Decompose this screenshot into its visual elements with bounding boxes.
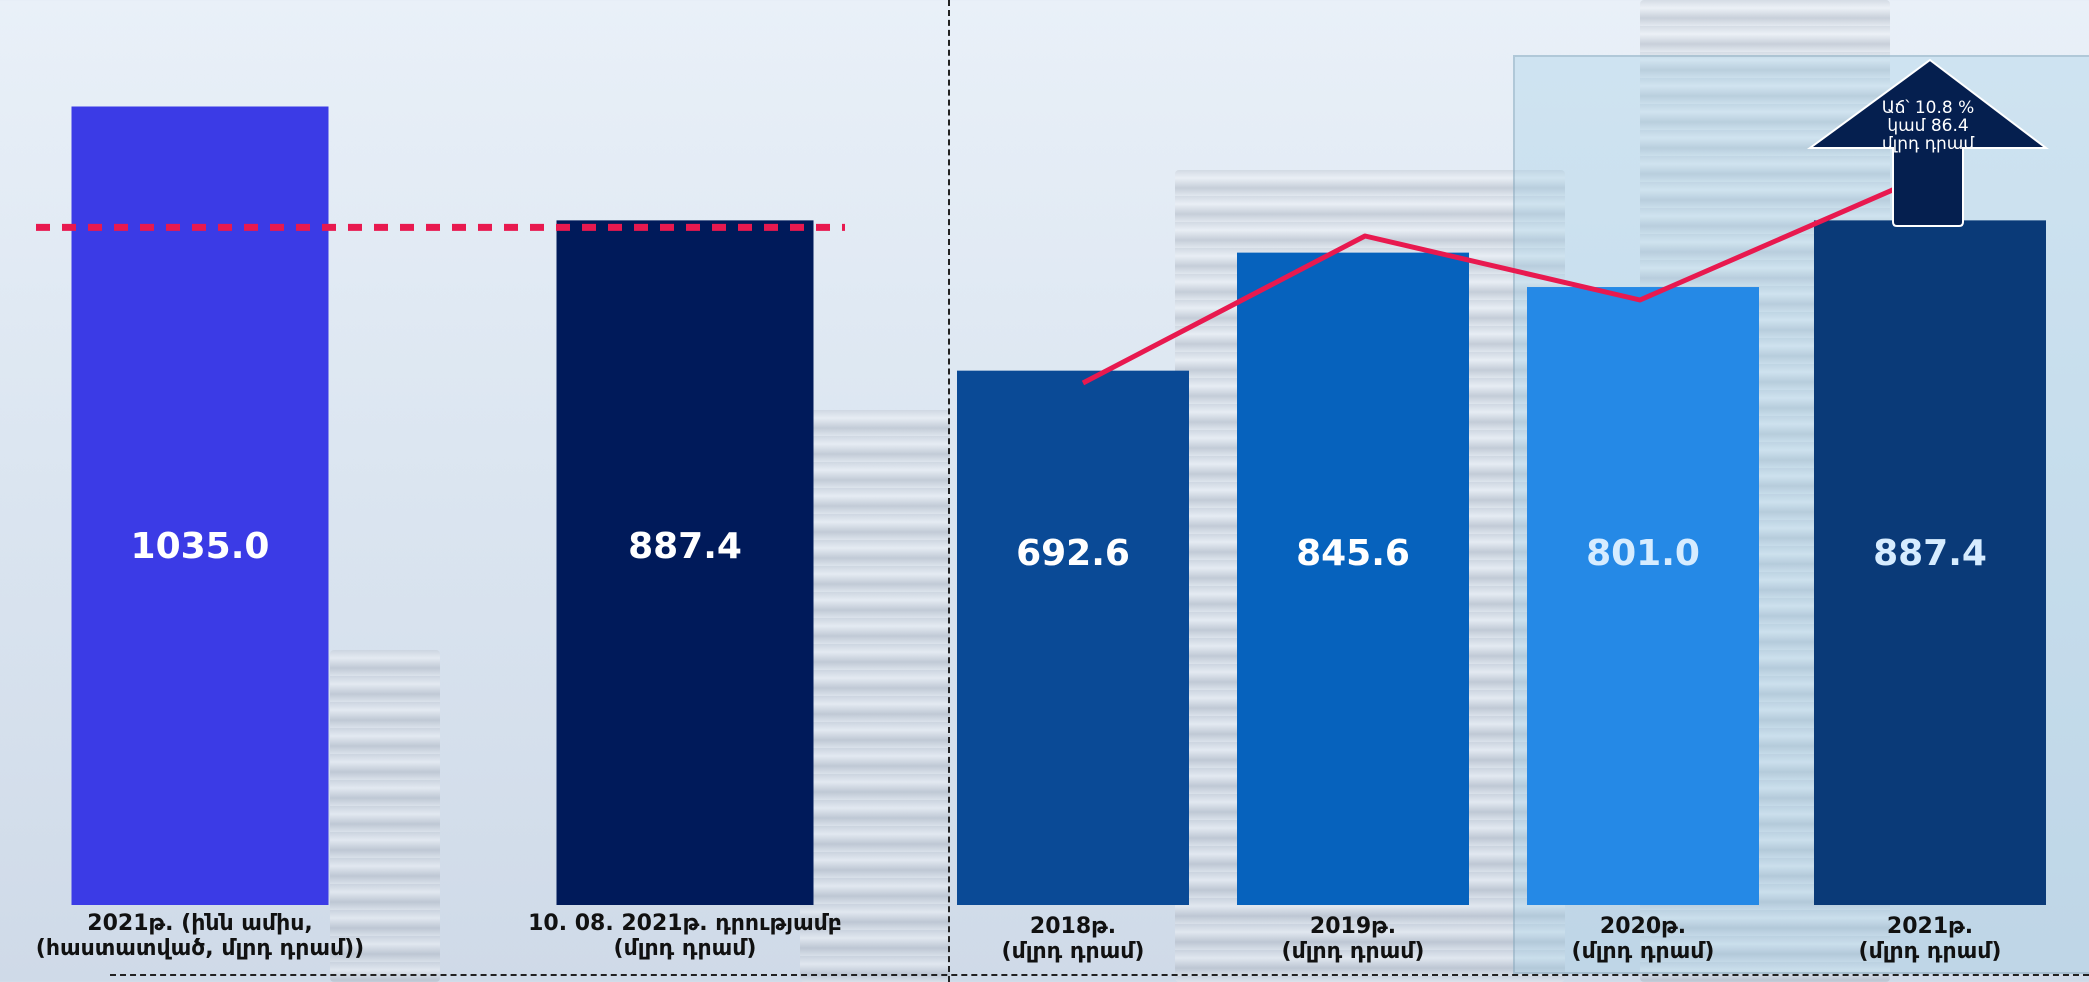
bar: [556, 220, 814, 905]
category-label: 2019թ.: [1310, 914, 1396, 939]
growth-annotation-text: Աճ՝ 10.8 %: [1882, 98, 1975, 118]
bar: [1527, 287, 1759, 905]
coin-stack: [800, 410, 950, 982]
growth-annotation-text: կամ 86.4: [1887, 116, 1968, 136]
bar: [1237, 252, 1469, 905]
bottom-dashed-line: [110, 974, 2089, 976]
coin-stack: [330, 650, 440, 982]
category-label: (մլրդ դրամ): [614, 936, 757, 961]
bar: [957, 370, 1189, 906]
bar-value-label: 1035.0: [131, 526, 270, 567]
bar-value-label: 801.0: [1586, 533, 1700, 574]
category-label: 2021թ.: [1887, 914, 1973, 939]
category-label: 2020թ.: [1600, 914, 1686, 939]
category-label: 2018թ.: [1030, 914, 1116, 939]
category-label: (մլրդ դրամ): [1859, 939, 2002, 964]
bar-value-label: 887.4: [628, 526, 742, 567]
category-label: 10. 08. 2021թ. դրությամբ: [528, 911, 842, 936]
category-label: (հաստատված, մլրդ դրամ)): [36, 936, 364, 961]
bar-value-label: 887.4: [1873, 533, 1987, 574]
bar: [1814, 220, 2046, 905]
bar-value-label: 845.6: [1296, 533, 1410, 574]
category-label: (մլրդ դրամ): [1002, 939, 1145, 964]
category-label: (մլրդ դրամ): [1282, 939, 1425, 964]
growth-arrow-icon: [1806, 58, 2049, 227]
category-label: 2021թ. (ինն ամիս,: [87, 911, 312, 936]
trend-line: [1081, 172, 1928, 386]
bar-value-label: 692.6: [1016, 533, 1130, 574]
growth-annotation-text: մլրդ դրամ: [1882, 134, 1974, 154]
chart-divider: [948, 0, 950, 982]
bar: [71, 106, 329, 905]
category-label: (մլրդ դրամ): [1572, 939, 1715, 964]
